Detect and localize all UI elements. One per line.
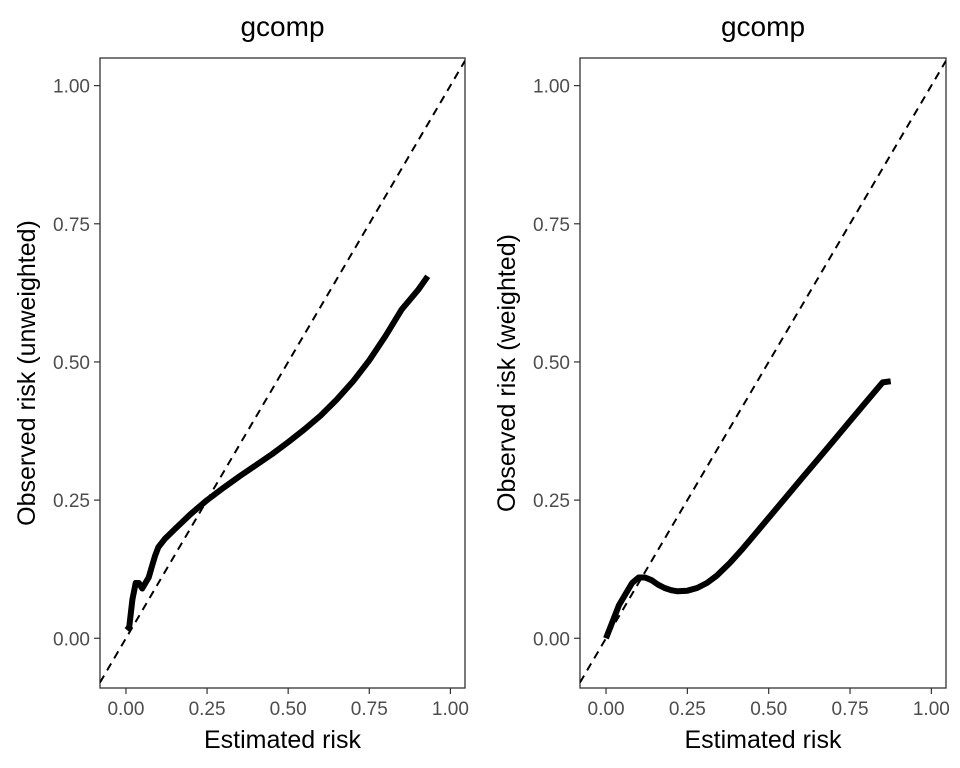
y-tick-label: 0.00 — [53, 629, 90, 650]
x-axis-title: Estimated risk — [204, 726, 361, 754]
x-tick-label: 0.50 — [270, 699, 307, 720]
y-tick-label: 0.50 — [533, 353, 570, 374]
y-tick-label: 0.25 — [533, 491, 570, 512]
calibration-curve-line — [124, 274, 431, 632]
chart-title: gcomp — [240, 11, 324, 42]
chart-panel-right: gcomp 0.00 0.25 0.50 0.75 1.00 0.000.250.500… — [493, 11, 950, 754]
x-tick-label: 1.00 — [913, 699, 950, 720]
plot-marks — [580, 60, 946, 683]
x-tick-label: 0.00 — [107, 699, 144, 720]
y-axis-ticks: 0.00 0.25 0.50 0.75 1.00 — [533, 77, 580, 650]
y-tick-label: 1.00 — [533, 77, 570, 98]
plot-marks — [100, 60, 465, 683]
plot-area — [579, 57, 947, 689]
x-axis-title: Estimated risk — [685, 726, 842, 754]
chart-panel-left: gcomp 0.00 0.25 0.50 0.75 1.00 0.000.250.500… — [13, 11, 469, 754]
plot-area — [99, 57, 466, 689]
y-tick-label: 0.25 — [53, 491, 90, 512]
y-axis-title: Observed risk (unweighted) — [13, 220, 41, 526]
x-tick-label: 0.50 — [750, 699, 787, 720]
y-axis-ticks: 0.00 0.25 0.50 0.75 1.00 — [53, 77, 100, 650]
x-tick-label: 0.75 — [832, 699, 869, 720]
x-tick-label: 0.25 — [189, 699, 226, 720]
calibration-curve-line — [603, 378, 892, 640]
x-tick-label: 0.00 — [588, 699, 625, 720]
x-tick-label: 0.25 — [669, 699, 706, 720]
y-tick-label: 0.50 — [53, 353, 90, 374]
y-tick-label: 0.75 — [533, 215, 570, 236]
x-axis-ticks: 0.00 0.25 0.50 0.75 1.00 — [107, 688, 469, 720]
chart-title: gcomp — [721, 11, 805, 42]
x-axis-ticks: 0.00 0.25 0.50 0.75 1.00 — [588, 688, 950, 720]
y-tick-label: 0.75 — [53, 215, 90, 236]
x-tick-label: 0.75 — [351, 699, 388, 720]
y-tick-label: 1.00 — [53, 77, 90, 98]
y-axis-title: Observed risk (weighted) — [493, 234, 521, 512]
y-tick-label: 0.00 — [533, 629, 570, 650]
x-tick-label: 1.00 — [432, 699, 469, 720]
